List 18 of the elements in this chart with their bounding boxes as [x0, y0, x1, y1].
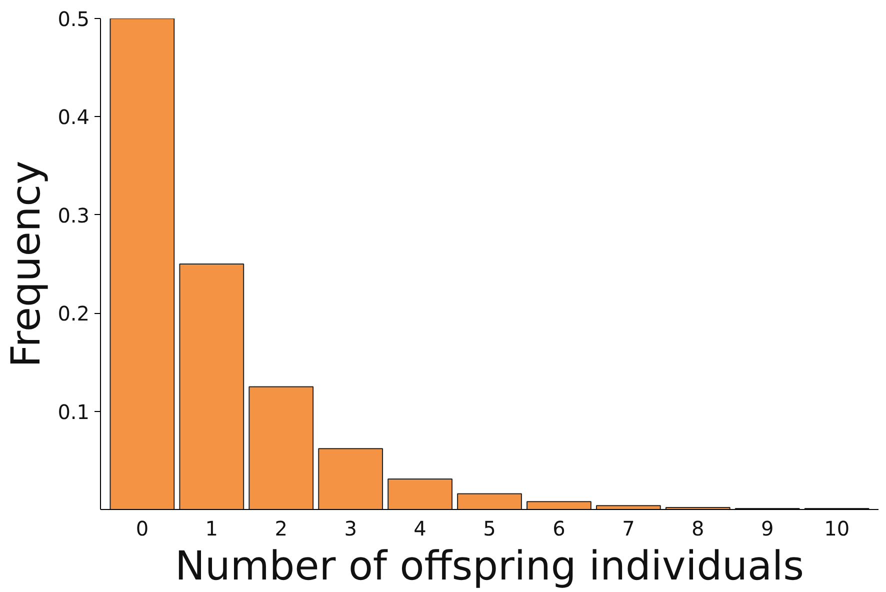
x-tick-label: 0	[136, 516, 149, 540]
x-tick-label: 3	[344, 516, 357, 540]
y-tick-label: 0.2	[58, 302, 90, 326]
x-tick-label: 9	[760, 516, 774, 540]
x-tick-label: 2	[274, 516, 288, 540]
y-tick-label: 0.5	[58, 7, 90, 31]
x-tick-label: 4	[414, 516, 426, 540]
x-tick-label: 8	[692, 516, 704, 540]
x-tick-label: 7	[622, 516, 635, 540]
y-tick-label: 0.4	[58, 105, 90, 130]
y-tick-label: 0.3	[58, 203, 90, 228]
x-tick-label: 10	[824, 516, 850, 540]
x-axis-title: Number of offspring individuals	[175, 544, 804, 590]
x-tick-label: 1	[205, 516, 218, 540]
y-axis-title: Frequency	[4, 160, 50, 368]
x-tick-label: 5	[483, 516, 496, 540]
y-tick-label: 0.1	[58, 400, 90, 424]
x-tick-label: 6	[552, 516, 566, 540]
